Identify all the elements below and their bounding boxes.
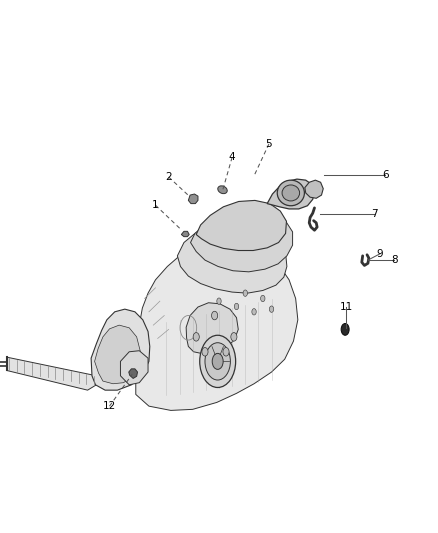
Ellipse shape xyxy=(277,180,304,206)
Text: 2: 2 xyxy=(165,172,172,182)
Polygon shape xyxy=(7,357,96,390)
Polygon shape xyxy=(120,351,148,385)
Ellipse shape xyxy=(269,306,274,312)
Ellipse shape xyxy=(202,348,208,356)
Polygon shape xyxy=(305,180,323,198)
Ellipse shape xyxy=(243,290,247,296)
Polygon shape xyxy=(177,219,287,293)
Ellipse shape xyxy=(234,303,239,310)
Polygon shape xyxy=(91,309,150,390)
Ellipse shape xyxy=(252,309,256,315)
Ellipse shape xyxy=(341,324,349,335)
Ellipse shape xyxy=(282,185,300,201)
Polygon shape xyxy=(188,194,198,204)
Polygon shape xyxy=(95,325,140,384)
Ellipse shape xyxy=(223,348,229,356)
Text: 4: 4 xyxy=(229,152,236,162)
Text: 11: 11 xyxy=(339,302,353,312)
Ellipse shape xyxy=(217,298,221,304)
Text: 12: 12 xyxy=(103,401,116,411)
Ellipse shape xyxy=(218,186,227,193)
Ellipse shape xyxy=(231,333,237,341)
Text: 9: 9 xyxy=(377,249,384,259)
Text: 7: 7 xyxy=(371,209,378,219)
Ellipse shape xyxy=(205,343,230,380)
Ellipse shape xyxy=(212,311,218,320)
Polygon shape xyxy=(191,207,293,272)
Text: 6: 6 xyxy=(382,170,389,180)
Polygon shape xyxy=(186,303,238,354)
Text: 8: 8 xyxy=(391,255,398,265)
Polygon shape xyxy=(129,369,138,378)
Ellipse shape xyxy=(261,295,265,302)
Text: 1: 1 xyxy=(152,200,159,210)
Polygon shape xyxy=(267,179,314,209)
Polygon shape xyxy=(181,231,189,237)
Polygon shape xyxy=(196,200,286,251)
Ellipse shape xyxy=(200,335,236,387)
Text: 5: 5 xyxy=(265,139,272,149)
Ellipse shape xyxy=(212,353,223,369)
Polygon shape xyxy=(136,241,298,410)
Ellipse shape xyxy=(193,333,199,341)
